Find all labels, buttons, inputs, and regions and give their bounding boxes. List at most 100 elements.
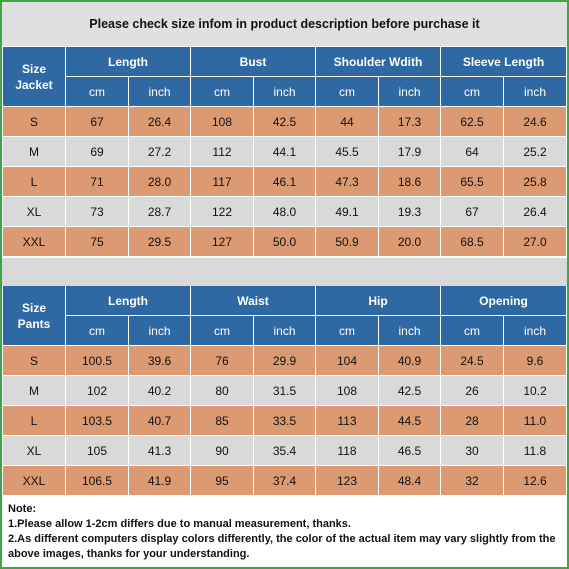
value-cell: 42.5 xyxy=(379,376,440,405)
unit-header: cm xyxy=(191,316,253,345)
value-cell: 108 xyxy=(191,107,253,136)
value-cell: 28.0 xyxy=(129,167,190,196)
value-cell: 37.4 xyxy=(254,466,315,495)
value-cell: 44.1 xyxy=(254,137,315,166)
unit-header: inch xyxy=(379,77,440,106)
value-cell: 80 xyxy=(191,376,253,405)
unit-header: cm xyxy=(66,316,128,345)
unit-header: inch xyxy=(379,316,440,345)
size-cell: XXL xyxy=(3,466,65,495)
title: Please check size infom in product descr… xyxy=(2,2,567,46)
value-cell: 112 xyxy=(191,137,253,166)
unit-header: cm xyxy=(316,77,378,106)
value-cell: 46.1 xyxy=(254,167,315,196)
value-cell: 19.3 xyxy=(379,197,440,226)
value-cell: 113 xyxy=(316,406,378,435)
value-cell: 24.6 xyxy=(504,107,566,136)
size-cell: L xyxy=(3,406,65,435)
value-cell: 68.5 xyxy=(441,227,503,256)
value-cell: 40.9 xyxy=(379,346,440,375)
value-cell: 44.5 xyxy=(379,406,440,435)
size-cell: S xyxy=(3,107,65,136)
unit-header: cm xyxy=(441,316,503,345)
size-cell: XL xyxy=(3,436,65,465)
notes-title: Note: xyxy=(8,503,37,515)
group-header: Sleeve Length xyxy=(441,47,566,76)
value-cell: 20.0 xyxy=(379,227,440,256)
value-cell: 102 xyxy=(66,376,128,405)
value-cell: 48.0 xyxy=(254,197,315,226)
corner-label: Size xyxy=(21,300,46,315)
value-cell: 64 xyxy=(441,137,503,166)
value-cell: 18.6 xyxy=(379,167,440,196)
value-cell: 30 xyxy=(441,436,503,465)
unit-header: inch xyxy=(254,77,315,106)
value-cell: 127 xyxy=(191,227,253,256)
corner-label: Pants xyxy=(17,316,51,331)
value-cell: 123 xyxy=(316,466,378,495)
group-header: Length xyxy=(66,47,190,76)
value-cell: 100.5 xyxy=(66,346,128,375)
group-header: Length xyxy=(66,286,190,315)
corner-label: Size xyxy=(21,61,46,76)
value-cell: 29.5 xyxy=(129,227,190,256)
group-header: Shoulder Wdith xyxy=(316,47,440,76)
value-cell: 9.6 xyxy=(504,346,566,375)
value-cell: 90 xyxy=(191,436,253,465)
unit-header: inch xyxy=(129,77,190,106)
value-cell: 71 xyxy=(66,167,128,196)
value-cell: 50.0 xyxy=(254,227,315,256)
value-cell: 25.8 xyxy=(504,167,566,196)
value-cell: 45.5 xyxy=(316,137,378,166)
value-cell: 12.6 xyxy=(504,466,566,495)
group-header: Waist xyxy=(191,286,315,315)
value-cell: 44 xyxy=(316,107,378,136)
unit-header: inch xyxy=(254,316,315,345)
value-cell: 62.5 xyxy=(441,107,503,136)
value-cell: 17.9 xyxy=(379,137,440,166)
corner-header: Size Jacket xyxy=(3,47,65,106)
value-cell: 67 xyxy=(66,107,128,136)
group-header: Hip xyxy=(316,286,440,315)
value-cell: 29.9 xyxy=(254,346,315,375)
value-cell: 27.0 xyxy=(504,227,566,256)
value-cell: 11.8 xyxy=(504,436,566,465)
value-cell: 28.7 xyxy=(129,197,190,226)
value-cell: 17.3 xyxy=(379,107,440,136)
value-cell: 39.6 xyxy=(129,346,190,375)
unit-header: inch xyxy=(129,316,190,345)
value-cell: 85 xyxy=(191,406,253,435)
value-cell: 49.1 xyxy=(316,197,378,226)
unit-header: inch xyxy=(504,77,566,106)
value-cell: 103.5 xyxy=(66,406,128,435)
value-cell: 24.5 xyxy=(441,346,503,375)
unit-header: cm xyxy=(316,316,378,345)
value-cell: 50.9 xyxy=(316,227,378,256)
value-cell: 117 xyxy=(191,167,253,196)
value-cell: 46.5 xyxy=(379,436,440,465)
size-cell: M xyxy=(3,137,65,166)
unit-header: cm xyxy=(191,77,253,106)
unit-header: inch xyxy=(504,316,566,345)
value-cell: 95 xyxy=(191,466,253,495)
value-cell: 122 xyxy=(191,197,253,226)
unit-header: cm xyxy=(66,77,128,106)
value-cell: 10.2 xyxy=(504,376,566,405)
value-cell: 106.5 xyxy=(66,466,128,495)
size-cell: M xyxy=(3,376,65,405)
value-cell: 26.4 xyxy=(129,107,190,136)
corner-label: Jacket xyxy=(15,77,53,92)
value-cell: 104 xyxy=(316,346,378,375)
value-cell: 65.5 xyxy=(441,167,503,196)
value-cell: 26.4 xyxy=(504,197,566,226)
value-cell: 67 xyxy=(441,197,503,226)
value-cell: 69 xyxy=(66,137,128,166)
value-cell: 25.2 xyxy=(504,137,566,166)
value-cell: 40.2 xyxy=(129,376,190,405)
value-cell: 32 xyxy=(441,466,503,495)
value-cell: 26 xyxy=(441,376,503,405)
value-cell: 75 xyxy=(66,227,128,256)
size-cell: XL xyxy=(3,197,65,226)
value-cell: 27.2 xyxy=(129,137,190,166)
